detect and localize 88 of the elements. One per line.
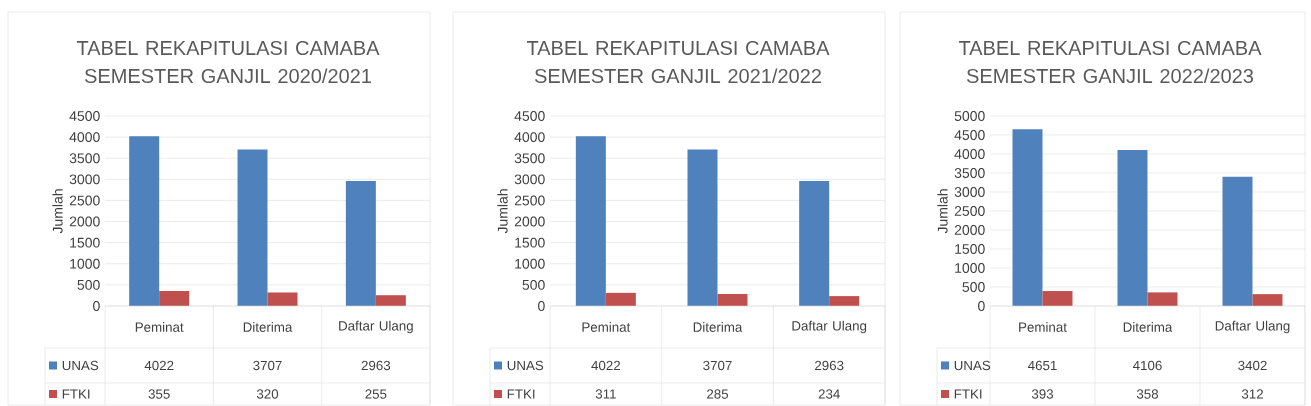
bar [575,136,606,306]
data-label: 4022 [591,360,621,371]
y-tick-label: 4500 [69,111,100,121]
y-tick-label: 3500 [954,168,985,178]
bar [1147,292,1178,306]
bar [1252,294,1283,306]
y-tick-label: 3500 [514,153,545,164]
x-tick-label: Diterima [243,322,293,332]
bar [129,136,160,306]
y-tick-label: 3500 [69,153,100,164]
y-axis-title: Jumlah [497,189,508,234]
bar [717,293,748,306]
legend-label: FTKI [507,389,535,399]
y-tick-label: 2500 [954,206,985,216]
bar [237,149,268,306]
data-label: 358 [1136,389,1159,399]
data-label: 3402 [1238,360,1267,371]
data-label: 2963 [815,360,844,371]
y-tick-label: 4000 [69,132,100,143]
data-label: 285 [707,389,729,399]
y-tick-label: 3000 [69,174,100,185]
bar [375,295,406,306]
data-label: 311 [595,389,616,399]
bar [1117,149,1148,306]
y-tick-label: 2000 [954,225,985,235]
chart-title: TABEL REKAPITULASI CAMABA SEMESTER GANJIL 2021/2022 [526,40,830,84]
bar [159,291,190,306]
data-label: 4651 [1027,360,1057,371]
data-label: 320 [256,389,279,399]
data-label: 312 [1241,389,1263,399]
legend-label: UNAS [507,360,544,371]
y-tick-label: 0 [93,301,100,311]
y-tick-label: 4000 [514,132,545,143]
y-tick-label: 1000 [70,258,100,269]
bar [799,180,830,306]
chart-title: TABEL REKAPITULASI CAMABA SEMESTER GANJIL 2020/2021 [76,40,380,84]
y-tick-label: 4500 [514,111,545,121]
data-label: 255 [365,389,387,399]
x-tick-label: Diterima [693,322,743,332]
data-label: 393 [1031,389,1054,399]
y-tick-label: 500 [962,282,985,292]
y-tick-label: 1500 [955,244,985,254]
y-tick-label: 3000 [514,174,545,185]
x-tick-label: Daftar Ulang [792,320,867,334]
bar [605,292,636,306]
y-tick-label: 2500 [514,195,545,206]
y-tick-label: 5000 [954,111,985,121]
legend-label: FTKI [954,389,982,399]
y-tick-label: 4000 [954,149,985,159]
bar [687,149,718,306]
y-tick-label: 1500 [70,237,100,248]
bar [1012,129,1043,306]
legend-label: UNAS [954,360,991,371]
x-tick-label: Peminat [1019,322,1067,332]
bar [1222,176,1253,306]
bar [1042,291,1073,306]
y-tick-label: 2000 [514,216,545,227]
bar [267,292,298,306]
y-tick-label: 3000 [954,187,985,197]
data-label: 2963 [361,360,391,371]
y-tick-label: 2000 [69,216,100,227]
x-tick-label: Peminat [135,322,184,332]
y-tick-label: 1000 [515,258,545,269]
bar [345,180,376,306]
legend-label: UNAS [62,360,99,371]
chart-title: TABEL REKAPITULASI CAMABA SEMESTER GANJIL 2022/2023 [958,40,1262,84]
bar [829,296,860,306]
data-label: 3707 [253,360,282,371]
y-tick-label: 4500 [954,130,985,140]
y-tick-label: 1000 [955,263,985,273]
x-tick-label: Diterima [1123,322,1173,332]
y-tick-label: 1500 [515,237,545,248]
data-label: 3707 [703,360,732,371]
data-label: 4022 [144,360,174,371]
y-tick-label: 500 [77,279,100,290]
data-label: 355 [148,389,170,399]
y-axis-title: Jumlah [52,189,63,234]
data-label: 234 [818,389,840,399]
x-tick-label: Daftar Ulang [1215,320,1290,334]
y-tick-label: 0 [538,301,545,311]
data-label: 4106 [1132,360,1162,371]
legend-label: FTKI [62,389,90,399]
x-tick-label: Daftar Ulang [339,320,413,334]
y-tick-label: 0 [978,301,985,311]
y-tick-label: 2500 [69,195,100,206]
x-tick-label: Peminat [582,322,631,332]
y-tick-label: 500 [522,279,545,290]
y-axis-title: Jumlah [937,189,948,234]
